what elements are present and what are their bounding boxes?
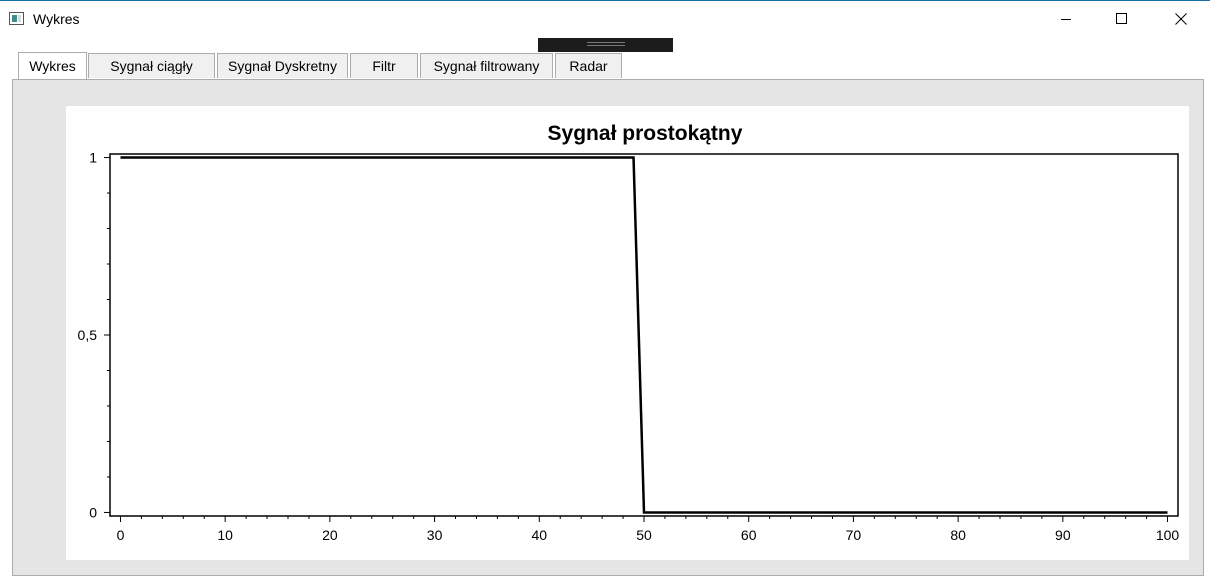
maximize-button[interactable] (1099, 2, 1145, 35)
series-line (120, 156, 1168, 514)
x-axis: 0 10 20 30 40 50 60 70 80 90 100 (117, 516, 1180, 543)
drag-grip-handle[interactable] (538, 38, 673, 52)
y-tick-label: 0,5 (78, 327, 98, 343)
x-tick-label: 80 (950, 527, 966, 543)
chart-panel: Sygnał prostokątny 0 10 20 30 40 50 60 70 80 90 10… (66, 106, 1189, 560)
tab-filtr[interactable]: Filtr (350, 53, 418, 78)
y-tick-label: 0 (89, 504, 97, 520)
title-bar[interactable]: Wykres (0, 1, 1210, 38)
x-tick-label: 90 (1055, 527, 1071, 543)
y-axis: 00,51 (78, 150, 110, 520)
app-window-icon (9, 12, 24, 25)
window-title: Wykres (33, 11, 80, 27)
close-button[interactable] (1158, 2, 1204, 35)
x-tick-label: 40 (532, 527, 548, 543)
chart-title: Sygnał prostokątny (548, 122, 743, 145)
series-layer (120, 156, 1168, 514)
tab-wykres[interactable]: Wykres (18, 52, 87, 79)
tab-sygnal-dyskretny[interactable]: Sygnał Dyskretny (217, 53, 348, 78)
chart: Sygnał prostokątny 0 10 20 30 40 50 60 70 80 90 10… (78, 122, 1180, 543)
x-tick-label: 0 (117, 527, 125, 543)
x-tick-label: 100 (1156, 527, 1180, 543)
close-icon (1175, 12, 1187, 25)
minimize-button[interactable] (1043, 2, 1089, 35)
x-tick-label: 60 (741, 527, 757, 543)
maximize-icon (1116, 12, 1127, 24)
x-tick-label: 50 (636, 527, 652, 543)
x-tick-label: 20 (322, 527, 338, 543)
y-tick-label: 1 (89, 150, 97, 166)
plot-area-border (109, 153, 1179, 517)
x-tick-label: 70 (846, 527, 862, 543)
window-accent-border (0, 0, 1210, 1)
tab-sygnal-filtrowany[interactable]: Sygnał filtrowany (420, 53, 553, 78)
x-tick-label: 10 (217, 527, 233, 543)
tab-radar[interactable]: Radar (555, 53, 622, 78)
tab-sygnal-ciagly[interactable]: Sygnał ciągły (88, 53, 215, 78)
minimize-icon (1061, 18, 1071, 20)
x-tick-label: 30 (427, 527, 443, 543)
